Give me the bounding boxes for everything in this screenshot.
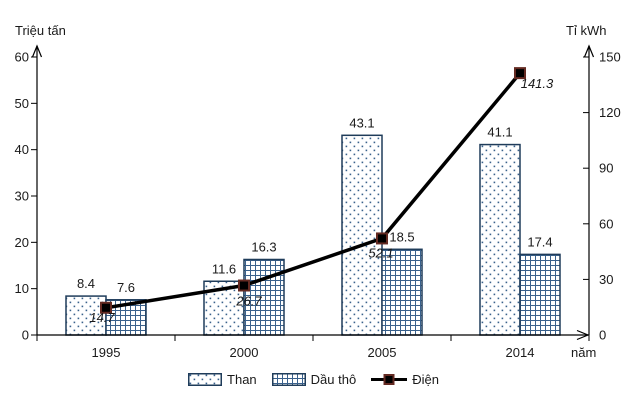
left-axis-arrow-icon: [31, 44, 43, 58]
bar-value-label: 17.4: [527, 234, 552, 249]
line-value-label: 52.1: [368, 245, 393, 260]
right-tick-label: 120: [599, 105, 621, 120]
left-tick-label: 30: [15, 189, 29, 204]
than-pattern-swatch-icon: [188, 373, 223, 386]
line-value-label: 26.7: [235, 294, 262, 309]
bar-value-label: 11.6: [212, 261, 236, 276]
left-tick-label: 50: [15, 96, 29, 111]
line-marker-2000: [238, 279, 250, 292]
year-label: 2014: [506, 345, 535, 360]
right-tick-label: 60: [599, 216, 613, 231]
x-axis-title: năm: [571, 345, 597, 360]
legend-item-dau-tho: Dầu thô: [271, 372, 357, 387]
bar-value-label: 7.6: [117, 280, 135, 295]
right-tick-label: 90: [599, 161, 613, 176]
bar-value-label: 43.1: [349, 115, 374, 130]
line-marker-2005: [376, 232, 388, 245]
year-label: 2005: [368, 345, 397, 360]
bar-value-label: 41.1: [487, 125, 512, 140]
left-tick-label: 40: [15, 142, 29, 157]
bar-grid-2005: [381, 248, 423, 336]
bar-grid-2014: [519, 253, 561, 336]
bar-dots-2014: [479, 143, 521, 336]
left-tick-label: 60: [15, 50, 29, 65]
left-tick-label: 0: [22, 328, 29, 343]
legend-label-dau-tho: Dầu thô: [310, 372, 357, 387]
legend-label-than: Than: [227, 372, 257, 387]
right-tick-label: 150: [599, 50, 621, 65]
bar-value-label: 16.3: [251, 239, 276, 254]
bar-value-label: 8.4: [77, 276, 95, 291]
bar-value-label: 18.5: [389, 229, 414, 244]
legend-item-dien: Điện: [371, 372, 439, 387]
line-value-label: 14.7: [89, 310, 115, 325]
left-tick-label: 10: [15, 281, 29, 296]
line-marker-1995: [100, 301, 112, 314]
right-axis-arrow-icon: [583, 44, 595, 58]
legend: Than Dầu thô Điện: [0, 372, 627, 387]
line-value-label: 141.3: [521, 76, 554, 91]
legend-item-than: Than: [188, 372, 257, 387]
dien-line-marker-swatch-icon: [371, 374, 408, 385]
right-tick-label: 30: [599, 272, 613, 287]
dau-tho-pattern-swatch-icon: [271, 373, 306, 386]
legend-label-dien: Điện: [412, 372, 439, 387]
year-label: 1995: [92, 345, 121, 360]
right-axis-title: Tỉ kWh: [566, 23, 607, 38]
year-label: 2000: [230, 345, 259, 360]
electricity-line: [105, 72, 522, 310]
left-tick-label: 20: [15, 235, 29, 250]
left-axis-title: Triệu tấn: [15, 23, 66, 38]
line-marker-2014: [514, 67, 526, 80]
right-tick-label: 0: [599, 328, 606, 343]
